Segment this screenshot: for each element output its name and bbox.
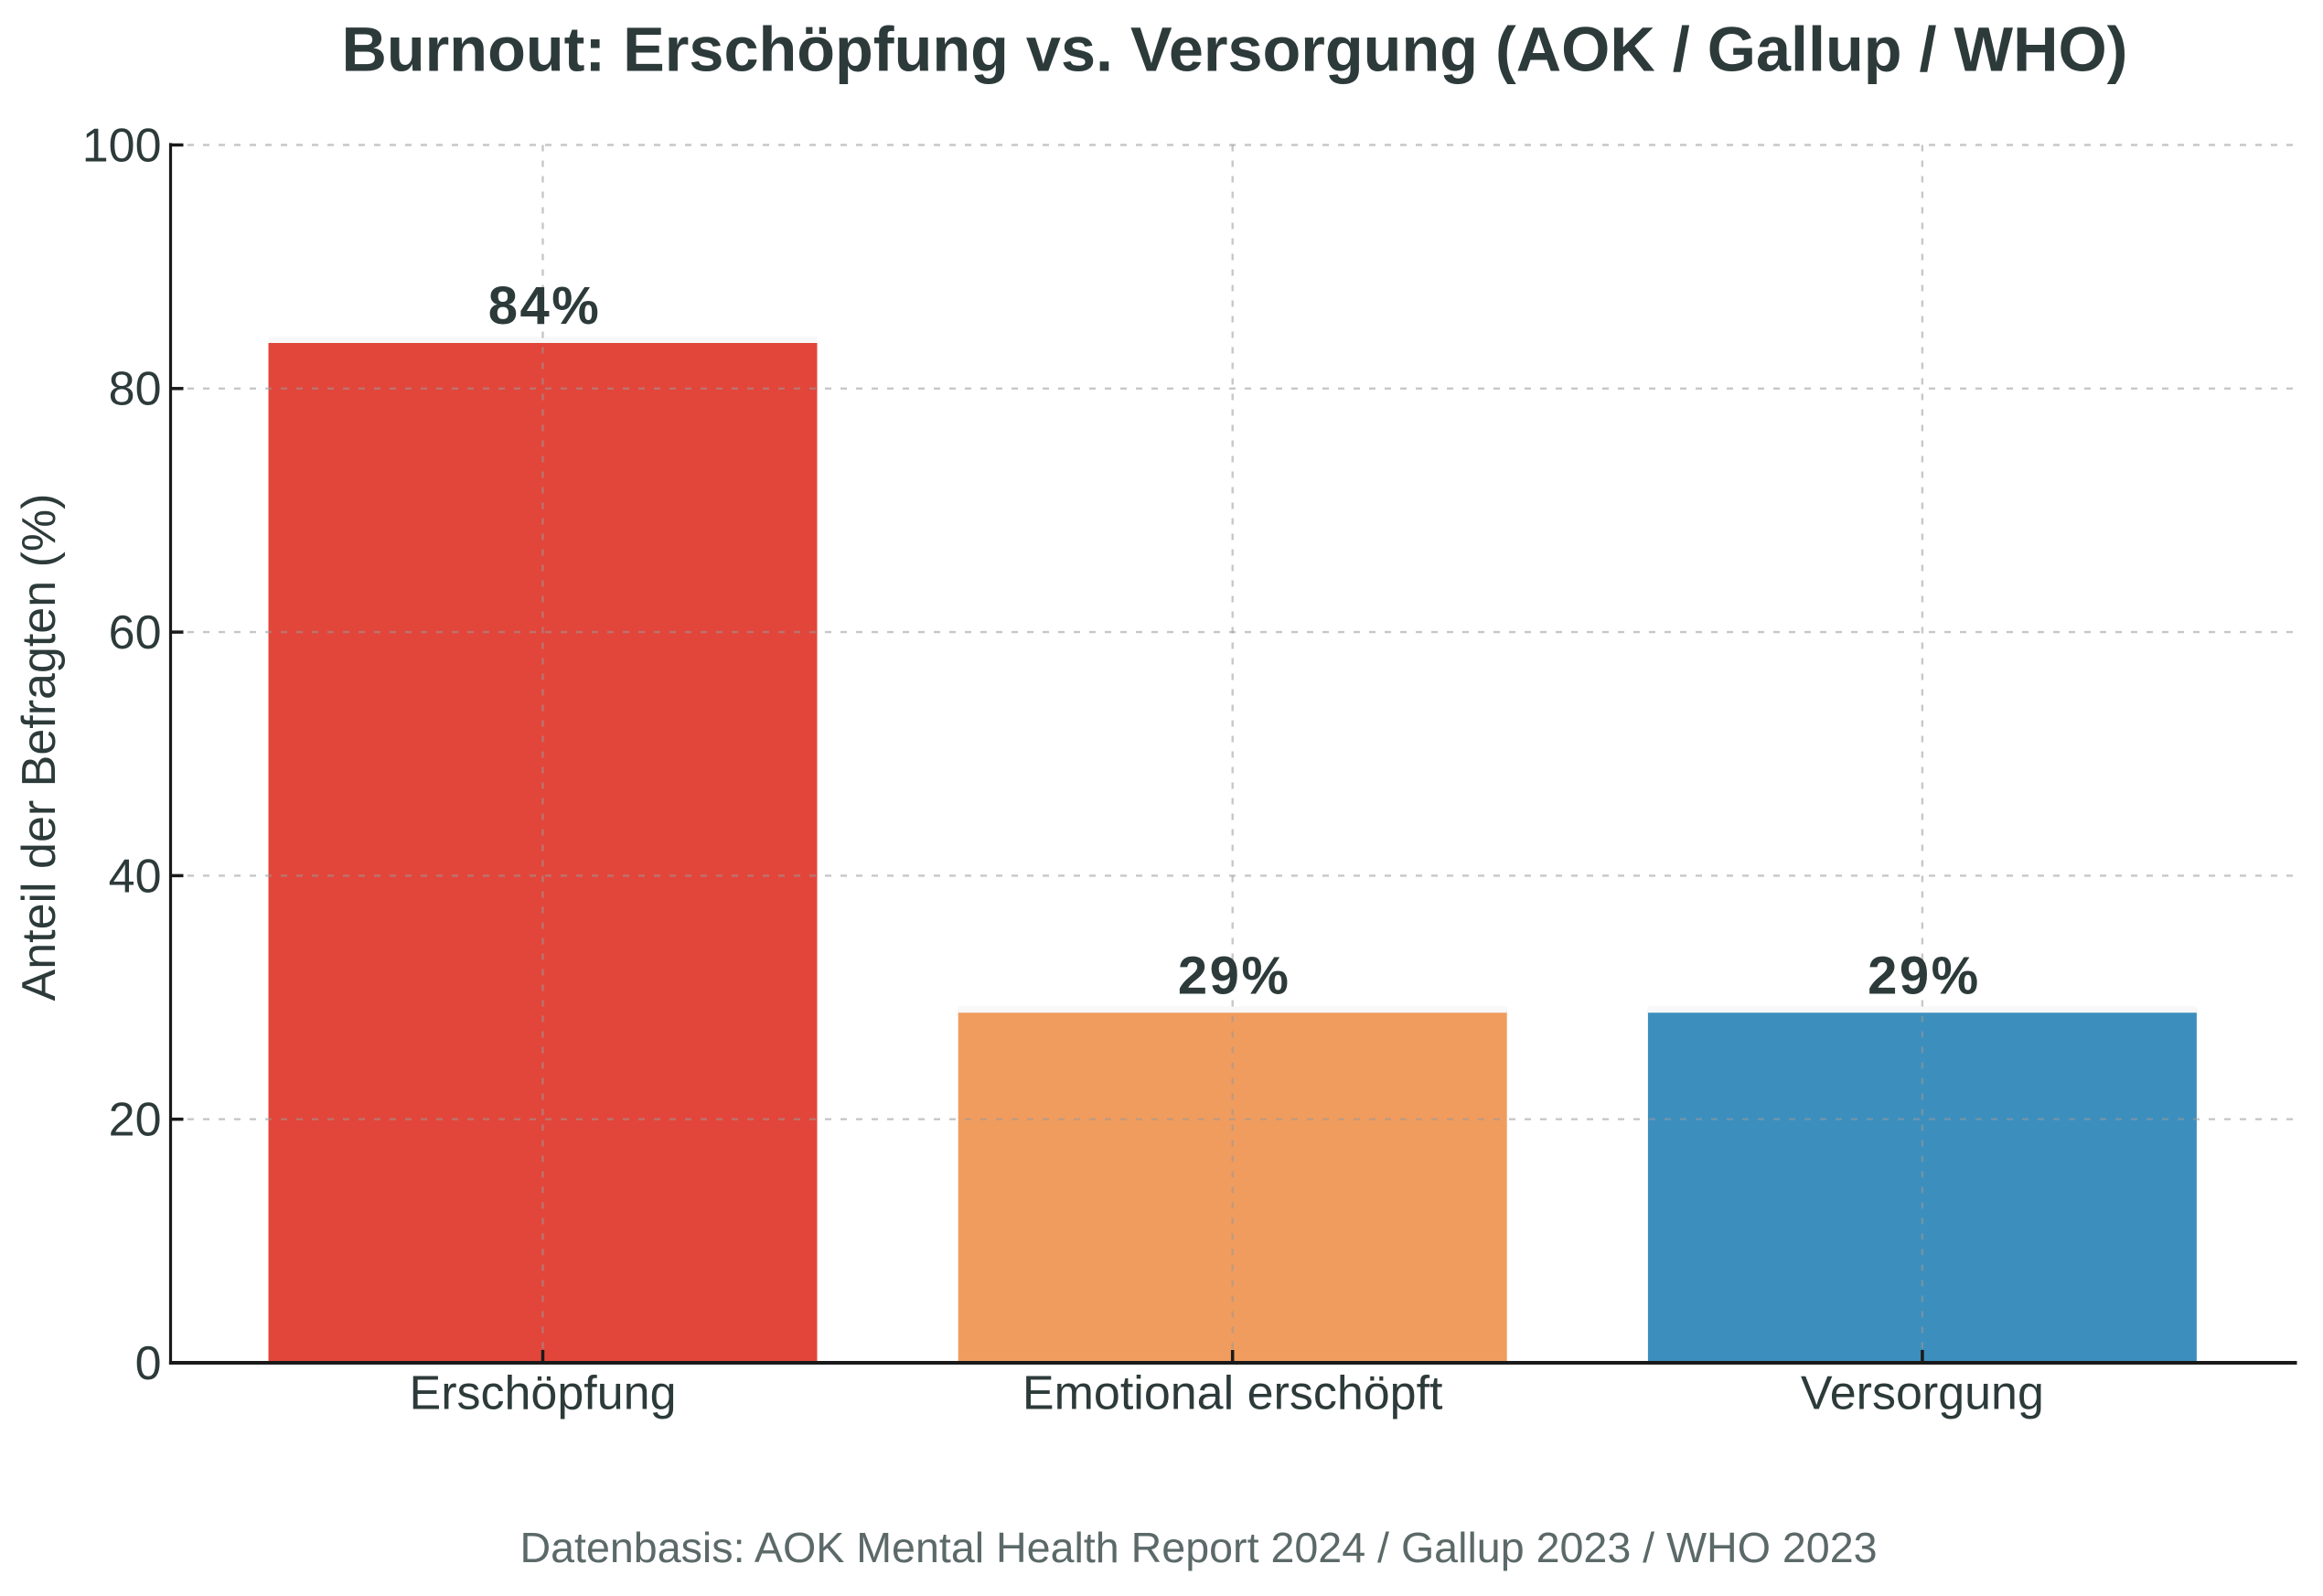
svg-text:Emotional erschöpft: Emotional erschöpft bbox=[1022, 1367, 1443, 1420]
svg-text:Burnout: Erschöpfung vs. Verso: Burnout: Erschöpfung vs. Versorgung (AOK… bbox=[342, 16, 2128, 85]
svg-text:60: 60 bbox=[109, 606, 162, 659]
svg-text:Anteil der Befragten (%): Anteil der Befragten (%) bbox=[13, 494, 66, 1002]
svg-text:29%: 29% bbox=[1868, 946, 1981, 1005]
svg-text:84%: 84% bbox=[488, 276, 602, 336]
svg-text:0: 0 bbox=[135, 1337, 162, 1390]
svg-text:20: 20 bbox=[109, 1094, 162, 1147]
svg-text:Erschöpfung: Erschöpfung bbox=[410, 1367, 677, 1420]
svg-text:80: 80 bbox=[109, 363, 162, 416]
svg-text:Versorgung: Versorgung bbox=[1801, 1367, 2044, 1420]
svg-text:29%: 29% bbox=[1178, 946, 1291, 1005]
svg-text:40: 40 bbox=[109, 850, 162, 903]
svg-text:Datenbasis: AOK Mental Health: Datenbasis: AOK Mental Health Report 202… bbox=[519, 1524, 1877, 1571]
svg-text:100: 100 bbox=[82, 119, 162, 172]
